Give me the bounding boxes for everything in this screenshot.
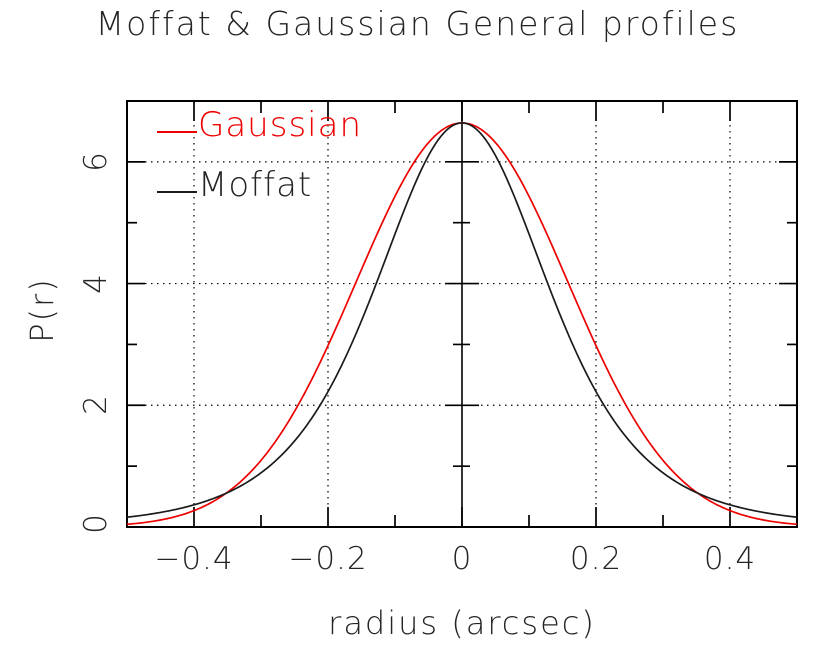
x-tick-label-neg02: −0.2 — [288, 541, 368, 577]
y-tick-label-2: 2 — [78, 395, 114, 415]
x-tick-label-neg04: −0.4 — [154, 541, 234, 577]
y-tick-label-4: 4 — [78, 274, 114, 294]
legend-swatch-moffat-line — [157, 191, 197, 193]
y-tick-label-0: 0 — [78, 514, 114, 534]
chart-title: Moffat & Gaussian General profiles — [95, 4, 740, 43]
legend-label-gaussian: Gaussian — [198, 105, 362, 145]
legend-label-moffat: Moffat — [198, 165, 313, 205]
x-axis-title: radius (arcsec) — [328, 604, 596, 642]
x-tick-label-02: 0.2 — [569, 541, 623, 577]
y-axis-title: P(r) — [23, 277, 61, 343]
y-tick-label-6: 6 — [78, 152, 114, 172]
x-tick-label-0: 0 — [451, 541, 473, 577]
legend-swatch-gaussian-line — [157, 131, 197, 133]
x-tick-label-04: 0.4 — [703, 541, 757, 577]
